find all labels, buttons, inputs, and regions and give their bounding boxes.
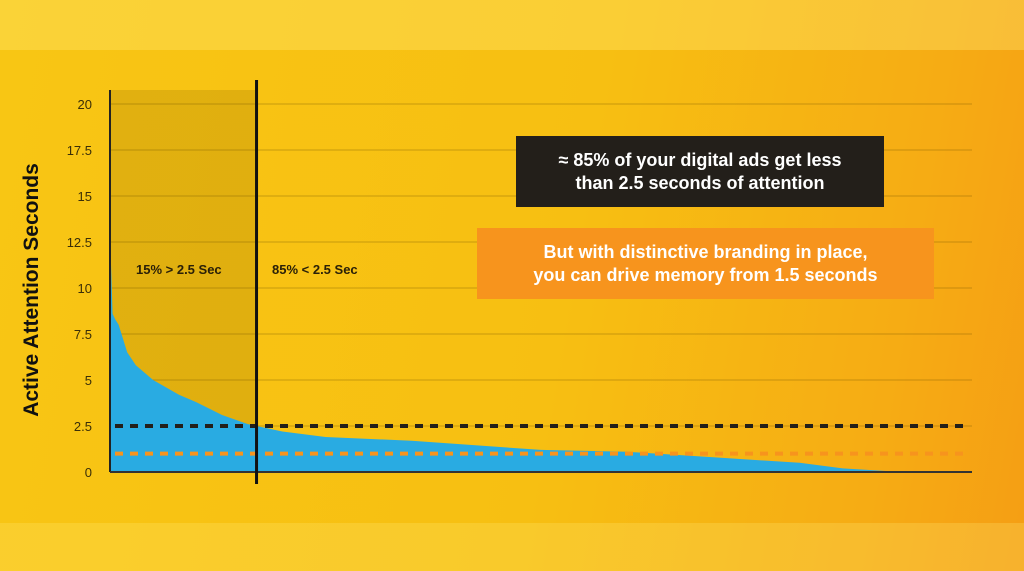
y-tick-label: 0	[85, 465, 92, 480]
y-tick-label: 7.5	[74, 327, 92, 342]
attention-area	[110, 232, 972, 472]
region-label-above: 15% > 2.5 Sec	[136, 262, 222, 277]
y-tick-label: 12.5	[67, 235, 92, 250]
dark-callout-line2: than 2.5 seconds of attention	[575, 172, 825, 193]
top-band	[0, 0, 1024, 50]
y-tick-label: 17.5	[67, 143, 92, 158]
y-tick-label: 15	[78, 189, 92, 204]
orange-callout: But with distinctive branding in place, …	[477, 228, 934, 299]
y-axis-label: Active Attention Seconds	[20, 163, 43, 417]
orange-callout-line2: you can drive memory from 1.5 seconds	[533, 264, 878, 285]
y-tick-label: 10	[78, 281, 92, 296]
y-tick-label: 5	[85, 373, 92, 388]
y-tick-label: 20	[78, 97, 92, 112]
orange-callout-line1: But with distinctive branding in place,	[543, 241, 868, 262]
dark-callout: ≈ 85% of your digital ads get less than …	[516, 136, 884, 207]
region-label-below: 85% < 2.5 Sec	[272, 262, 358, 277]
bottom-band	[0, 523, 1024, 571]
dark-callout-line1: ≈ 85% of your digital ads get less	[558, 149, 842, 170]
y-tick-label: 2.5	[74, 419, 92, 434]
